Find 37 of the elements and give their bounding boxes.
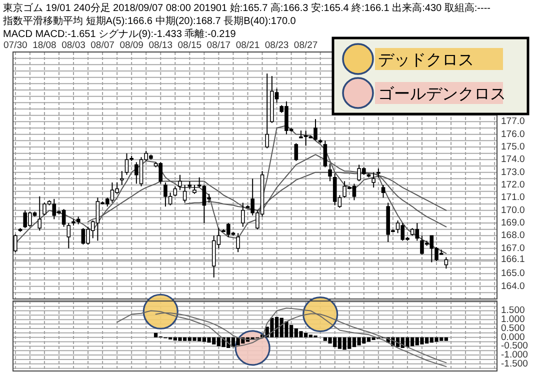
- y-tick-label: 1.500: [501, 305, 525, 316]
- y-tick-label: 166.1: [501, 254, 525, 266]
- y-tick-label: 169.0: [501, 218, 525, 228]
- y-tick-label: 175.0: [501, 142, 525, 152]
- y-tick-label: 174.0: [501, 154, 525, 166]
- y-tick-label: -1.000: [501, 350, 528, 361]
- chart-subtitle: 指数平滑移動平均 短期A(5):166.6 中期(20):168.7 長期B(40):170.0: [2, 15, 296, 27]
- x-tick-label: 08/13: [148, 40, 173, 51]
- y-tick-label: -1.500: [501, 358, 528, 370]
- x-tick-label: 08/17: [206, 40, 231, 51]
- y-tick-label: 0.500: [501, 322, 525, 334]
- y-tick-label: 164.0: [501, 280, 525, 292]
- y-tick-label: 170.0: [501, 204, 525, 216]
- x-tick-label: 08/15: [178, 40, 202, 51]
- x-tick-label: 08/09: [120, 40, 144, 51]
- text: MACD MACD:-1.651 シグナル(9):-1.433 乖離:-0.219: [3, 28, 236, 40]
- y-tick-label: 176.0: [501, 128, 525, 140]
- x-tick-label: 08/27: [294, 40, 318, 51]
- y-tick-label: 167.0: [501, 242, 525, 254]
- y-tick-label: 177.0: [501, 116, 525, 128]
- y-tick-label: 0.000: [501, 332, 525, 343]
- x-tick-label: 08/21: [236, 40, 260, 51]
- x-tick-label: 18/08: [32, 40, 56, 51]
- y-tick-label: 173.0: [501, 166, 525, 178]
- y-tick-label: 168.0: [501, 230, 525, 242]
- x-tick-label: 08/23: [264, 40, 289, 51]
- y-tick-label: 165.0: [501, 268, 525, 280]
- x-tick-label: 08/07: [90, 40, 114, 51]
- y-tick-label: -0.500: [501, 340, 528, 352]
- chart-title: 東京ゴム 19/01 240分足 2018/09/07 08:00 201901 始:165.7 高:166.3 安:165.4 終:166.1 出来高:430 取組高:----: [3, 2, 490, 14]
- x-tick-label: 08/03: [62, 40, 86, 51]
- y-tick-label: 1.000: [501, 314, 525, 326]
- legend-label: デッドクロス: [378, 52, 474, 69]
- x-tick-label: 07/30: [4, 40, 28, 51]
- y-tick-label: 172.0: [501, 180, 525, 190]
- y-tick-label: 171.0: [501, 192, 525, 204]
- legend-label: ゴールデンクロス: [378, 86, 506, 103]
